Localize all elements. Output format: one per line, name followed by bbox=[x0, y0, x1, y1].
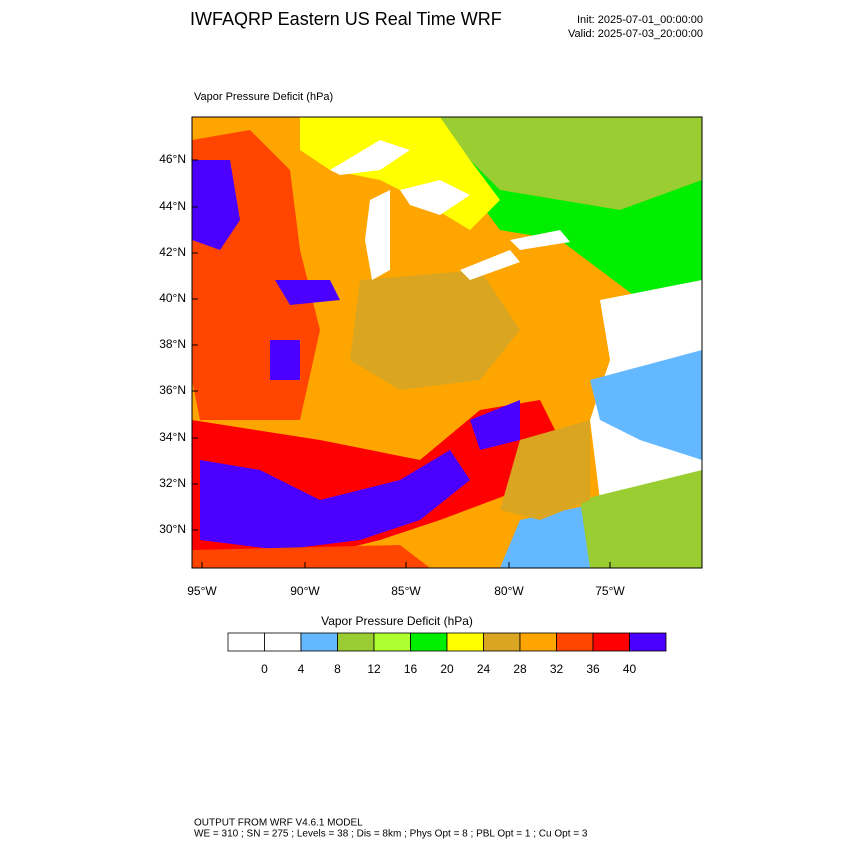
footer-line: OUTPUT FROM WRF V4.6.1 MODEL bbox=[194, 818, 363, 829]
colorbar-box bbox=[300, 632, 338, 652]
colorbar-box bbox=[592, 632, 630, 652]
lat-label: 42°N bbox=[159, 245, 186, 259]
colorbar-box bbox=[556, 632, 594, 652]
colorbar-box bbox=[227, 632, 265, 652]
lat-label: 40°N bbox=[159, 291, 186, 305]
valid-time: Valid: 2025-07-03_20:00:00 bbox=[568, 28, 703, 40]
colorbar-box bbox=[446, 632, 484, 652]
lon-label: 95°W bbox=[187, 584, 217, 598]
lon-label: 85°W bbox=[391, 584, 421, 598]
map-frame bbox=[191, 116, 703, 569]
lat-label: 30°N bbox=[159, 522, 186, 536]
footer-line: WE = 310 ; SN = 275 ; Levels = 38 ; Dis … bbox=[194, 829, 588, 840]
colorbar-box bbox=[410, 632, 448, 652]
map-title: Vapor Pressure Deficit (hPa) bbox=[194, 91, 333, 103]
colorbar-label: 4 bbox=[298, 662, 305, 676]
colorbar-box bbox=[629, 632, 667, 652]
colorbar-box bbox=[337, 632, 375, 652]
colorbar-label: 0 bbox=[261, 662, 268, 676]
map-field bbox=[192, 117, 702, 568]
colorbar-box bbox=[519, 632, 557, 652]
colorbar-title: Vapor Pressure Deficit (hPa) bbox=[321, 614, 473, 628]
colorbar-label: 24 bbox=[477, 662, 491, 676]
colorbar-label: 8 bbox=[334, 662, 341, 676]
lon-label: 75°W bbox=[595, 584, 625, 598]
init-time: Init: 2025-07-01_00:00:00 bbox=[577, 14, 703, 26]
colorbar-label: 40 bbox=[623, 662, 637, 676]
colorbar-label: 28 bbox=[513, 662, 527, 676]
lat-label: 36°N bbox=[159, 383, 186, 397]
lon-label: 90°W bbox=[290, 584, 320, 598]
colorbar-box bbox=[264, 632, 302, 652]
lat-label: 38°N bbox=[159, 337, 186, 351]
lat-label: 32°N bbox=[159, 476, 186, 490]
colorbar-box bbox=[373, 632, 411, 652]
lon-label: 80°W bbox=[494, 584, 524, 598]
lat-label: 34°N bbox=[159, 430, 186, 444]
lat-label: 46°N bbox=[159, 152, 186, 166]
colorbar-box bbox=[483, 632, 521, 652]
title: IWFAQRP Eastern US Real Time WRF bbox=[190, 9, 502, 29]
colorbar-label: 12 bbox=[367, 662, 381, 676]
lat-label: 44°N bbox=[159, 199, 186, 213]
colorbar-label: 32 bbox=[550, 662, 564, 676]
colorbar-label: 16 bbox=[404, 662, 418, 676]
colorbar-label: 20 bbox=[440, 662, 454, 676]
colorbar-label: 36 bbox=[586, 662, 600, 676]
